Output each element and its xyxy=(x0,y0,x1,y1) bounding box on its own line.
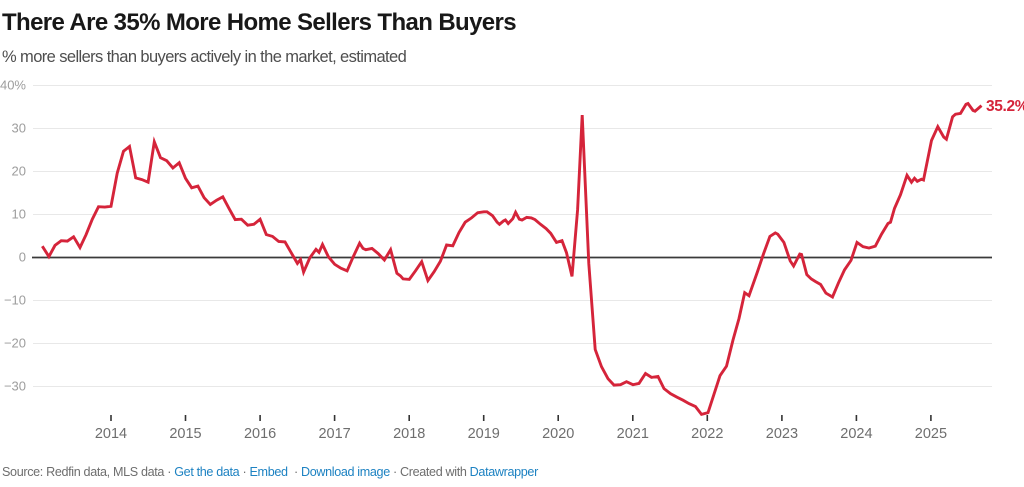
svg-text:2022: 2022 xyxy=(691,426,723,442)
svg-text:2025: 2025 xyxy=(915,426,947,442)
svg-text:35.2%: 35.2% xyxy=(986,98,1024,115)
svg-text:10: 10 xyxy=(12,207,26,222)
svg-text:2021: 2021 xyxy=(617,426,649,442)
svg-text:2018: 2018 xyxy=(393,426,425,442)
svg-text:0: 0 xyxy=(19,250,26,265)
svg-text:2024: 2024 xyxy=(840,426,872,442)
svg-text:−10: −10 xyxy=(4,293,26,308)
svg-text:−20: −20 xyxy=(4,336,26,351)
svg-text:2023: 2023 xyxy=(766,426,798,442)
svg-text:2015: 2015 xyxy=(169,426,201,442)
svg-text:30: 30 xyxy=(12,121,26,136)
svg-text:40%: 40% xyxy=(0,78,26,93)
svg-text:20: 20 xyxy=(12,164,26,179)
svg-text:2020: 2020 xyxy=(542,426,574,442)
svg-text:−30: −30 xyxy=(4,379,26,394)
svg-text:2014: 2014 xyxy=(95,426,127,442)
svg-text:2019: 2019 xyxy=(468,426,500,442)
svg-text:2017: 2017 xyxy=(318,426,350,442)
svg-text:2016: 2016 xyxy=(244,426,276,442)
